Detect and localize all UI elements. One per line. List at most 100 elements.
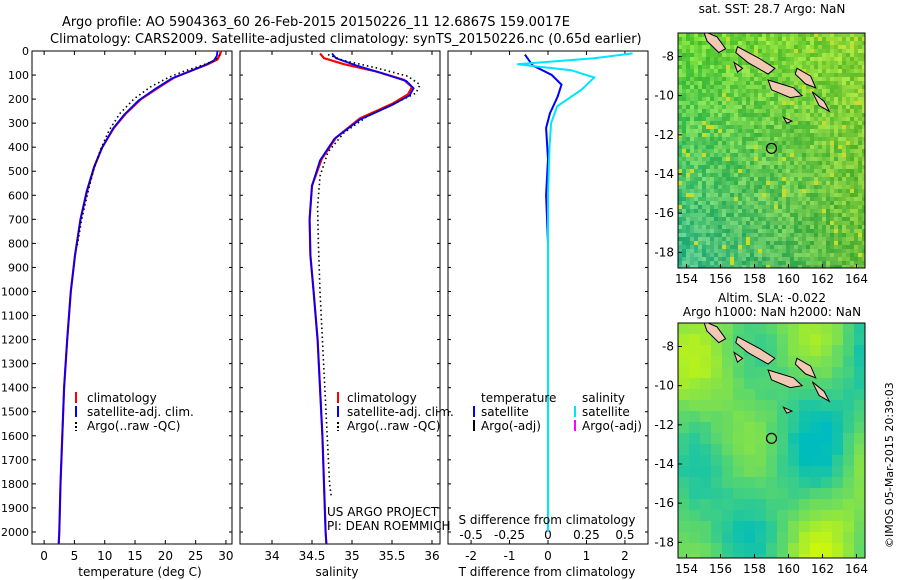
map-cell	[826, 89, 830, 93]
map-cell	[722, 165, 726, 169]
map-cell	[822, 157, 826, 161]
map-y-tick-label: -14	[654, 457, 674, 471]
map-cell	[755, 356, 766, 367]
map-cell	[746, 73, 750, 77]
map-cell	[702, 153, 706, 157]
map-cell	[742, 141, 746, 145]
map-cell	[702, 69, 706, 73]
map-cell	[698, 261, 702, 265]
map-cell	[799, 521, 810, 532]
map-cell	[690, 41, 694, 45]
map-cell	[698, 141, 702, 145]
map-cell	[710, 173, 714, 177]
map-cell	[746, 37, 750, 41]
map-cell	[846, 205, 850, 209]
x-tick-label: 25	[188, 549, 203, 563]
map-cell	[788, 345, 799, 356]
map-cell	[814, 69, 818, 73]
map-cell	[846, 253, 850, 257]
map-cell	[854, 455, 865, 466]
title-line2: Climatology: CARS2009. Satellite-adjuste…	[50, 32, 642, 47]
x-tick-label: 2	[621, 549, 629, 563]
map-cell	[726, 153, 730, 157]
map-cell	[802, 169, 806, 173]
map-cell	[834, 57, 838, 61]
map-cell	[714, 177, 718, 181]
map-cell	[722, 444, 733, 455]
map-cell	[802, 133, 806, 137]
map-cell	[722, 121, 726, 125]
map-cell	[834, 49, 838, 53]
map-cell	[758, 129, 762, 133]
map-cell	[838, 113, 842, 117]
map-cell	[738, 145, 742, 149]
map-cell	[690, 109, 694, 113]
map-cell	[733, 488, 744, 499]
map-cell	[826, 185, 830, 189]
map-cell	[711, 554, 722, 558]
map-cell	[810, 149, 814, 153]
map-cell	[678, 201, 682, 205]
map-cell	[738, 249, 742, 253]
map-cell	[714, 33, 718, 37]
map-cell	[698, 197, 702, 201]
map-cell	[686, 37, 690, 41]
map-cell	[710, 165, 714, 169]
map-cell	[790, 69, 794, 73]
map-cell	[810, 133, 814, 137]
map-cell	[846, 61, 850, 65]
map-cell	[782, 137, 786, 141]
map-cell	[814, 209, 818, 213]
map-cell	[700, 488, 711, 499]
map-cell	[744, 433, 755, 444]
map-cell	[682, 61, 686, 65]
map-cell	[854, 221, 858, 225]
map-cell	[862, 109, 865, 113]
map-cell	[758, 261, 762, 265]
map-cell	[826, 57, 830, 61]
map-cell	[822, 257, 826, 261]
map-cell	[730, 237, 734, 241]
map-cell	[738, 61, 742, 65]
map-cell	[862, 41, 865, 45]
map-cell	[774, 69, 778, 73]
map-cell	[710, 197, 714, 201]
map-cell	[822, 153, 826, 157]
map-cell	[777, 455, 788, 466]
map-cell	[766, 93, 770, 97]
map-cell	[730, 149, 734, 153]
map-cell	[843, 433, 854, 444]
map-cell	[746, 129, 750, 133]
map-cell	[746, 85, 750, 89]
map-cell	[786, 105, 790, 109]
map-cell	[838, 253, 842, 257]
map-cell	[794, 117, 798, 121]
map-cell	[714, 93, 718, 97]
map-cell	[802, 249, 806, 253]
map-cell	[700, 367, 711, 378]
map-cell	[722, 125, 726, 129]
map-cell	[794, 165, 798, 169]
map-cell	[774, 113, 778, 117]
map-cell	[714, 193, 718, 197]
map-cell	[682, 85, 686, 89]
map-cell	[718, 233, 722, 237]
map-cell	[830, 85, 834, 89]
map-cell	[702, 169, 706, 173]
map-cell	[702, 225, 706, 229]
map-cell	[750, 33, 754, 37]
map-cell	[818, 209, 822, 213]
map-cell	[846, 141, 850, 145]
map-cell	[854, 367, 865, 378]
map-cell	[758, 85, 762, 89]
map-cell	[782, 61, 786, 65]
map-cell	[854, 205, 858, 209]
map-cell	[730, 41, 734, 45]
map-cell	[766, 109, 770, 113]
map-cell	[746, 181, 750, 185]
map-cell	[710, 201, 714, 205]
map-cell	[846, 181, 850, 185]
map-cell	[702, 129, 706, 133]
map-cell	[830, 125, 834, 129]
map-cell	[718, 213, 722, 217]
